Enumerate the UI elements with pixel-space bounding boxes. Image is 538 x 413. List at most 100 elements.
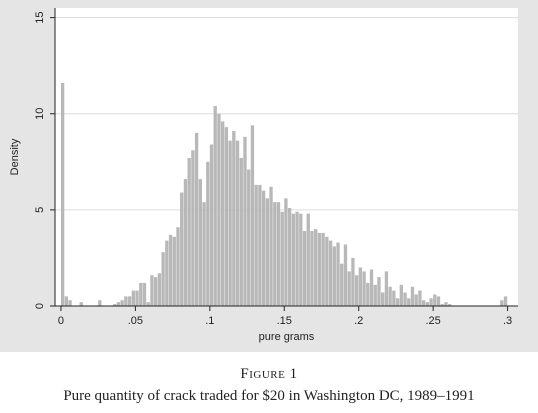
histogram-bar: [135, 290, 139, 306]
histogram-bar: [354, 275, 359, 306]
histogram-bar: [403, 292, 407, 306]
histogram-bar: [332, 246, 336, 306]
histogram-bar: [276, 202, 281, 306]
histogram-bar: [64, 296, 68, 306]
histogram-bar: [265, 198, 269, 306]
histogram-bar: [198, 179, 202, 306]
histogram-bar: [299, 213, 303, 306]
histogram-bar: [206, 161, 210, 306]
histogram-bar: [503, 296, 508, 306]
histogram-bar: [202, 202, 206, 306]
histogram-bar: [220, 121, 225, 307]
histogram-bar: [291, 213, 296, 306]
histogram-bar: [161, 252, 165, 306]
histogram-bar: [369, 269, 374, 306]
figure-label: Figure 1: [240, 366, 298, 382]
histogram-bar: [194, 132, 199, 306]
histogram-bar: [343, 244, 348, 306]
histogram-bar: [247, 169, 251, 306]
histogram-bar: [172, 236, 176, 306]
histogram-bar: [433, 294, 437, 306]
histogram-bar: [362, 271, 366, 306]
histogram-bar: [306, 213, 310, 306]
histogram-bar: [224, 127, 229, 306]
histogram-svg: 0 .05 .1 .15 .2 .25 .3 0 5 10 15 Density pure gram…: [0, 0, 538, 352]
histogram-bar: [131, 290, 135, 306]
histogram-bar: [146, 302, 150, 306]
histogram-bar: [269, 186, 273, 306]
histogram-bar: [373, 284, 377, 306]
histogram-bar: [165, 240, 169, 306]
histogram-bar: [440, 304, 444, 306]
histogram-bar: [150, 275, 154, 306]
histogram-bar: [217, 113, 221, 306]
histogram-bar: [239, 157, 243, 306]
histogram-bar: [60, 82, 65, 306]
histogram-bar: [180, 192, 184, 306]
histogram-bar: [414, 294, 418, 306]
histogram-bar: [317, 232, 322, 306]
histogram-bar: [325, 236, 329, 306]
histogram-bar: [258, 184, 262, 306]
histogram-bar: [500, 300, 504, 306]
histogram-bar: [139, 282, 143, 306]
figure-caption: Pure quantity of crack traded for $20 in…: [63, 388, 475, 404]
histogram-bar: [127, 296, 132, 306]
histogram-bar: [142, 282, 147, 306]
histogram-bar: [358, 267, 363, 306]
histogram-bar: [287, 207, 292, 306]
histogram-bar: [191, 150, 195, 306]
histogram-bar: [381, 292, 385, 306]
histogram-bar: [183, 179, 188, 306]
histogram-bar: [351, 257, 355, 306]
histogram-bar: [295, 211, 299, 306]
histogram-bar: [120, 300, 124, 306]
y-tick-label: 10: [34, 108, 46, 120]
histogram-bar: [395, 298, 400, 306]
histogram-bar: [328, 240, 333, 306]
y-tick-label: 0: [34, 303, 46, 309]
histogram-bar: [213, 106, 217, 307]
histogram-bar: [232, 131, 236, 306]
histogram-bar: [116, 302, 121, 306]
axes: 0 .05 .1 .15 .2 .25 .3 0 5 10 15: [34, 8, 518, 327]
histogram-bar: [388, 286, 392, 306]
histogram-bar: [154, 277, 158, 306]
histogram-bar: [392, 290, 396, 306]
histogram-bar: [273, 202, 277, 306]
x-tick-label: .05: [128, 315, 143, 327]
histogram-bar: [113, 304, 117, 306]
histogram-bar: [79, 302, 83, 306]
histogram-chart: 0 .05 .1 .15 .2 .25 .3 0 5 10 15 Density pure gram…: [0, 0, 538, 352]
x-tick-label: .2: [354, 315, 363, 327]
histogram-bar: [410, 286, 415, 306]
histogram-bar: [235, 140, 240, 306]
histogram-bar: [444, 302, 448, 306]
histogram-bar: [187, 157, 191, 306]
histogram-bar: [254, 184, 258, 306]
histogram-bar: [284, 198, 288, 306]
x-tick-label: .1: [205, 315, 214, 327]
x-tick-label: .25: [425, 315, 440, 327]
histogram-bar: [261, 190, 266, 306]
histogram-bar: [157, 273, 162, 306]
y-axis-label: Density: [9, 138, 21, 175]
y-tick-label: 5: [34, 207, 46, 213]
x-tick-label: 0: [58, 315, 64, 327]
histogram-bar: [310, 231, 314, 306]
histogram-bar: [384, 271, 389, 306]
histogram-bar: [124, 296, 128, 306]
histogram-bar: [421, 300, 426, 306]
histogram-bar: [314, 229, 318, 306]
histogram-bar: [340, 263, 344, 306]
histogram-bar: [280, 211, 284, 306]
histogram-bar: [98, 300, 102, 306]
histogram-bar: [321, 232, 325, 306]
histogram-bar: [168, 234, 173, 306]
x-tick-label: .15: [277, 315, 292, 327]
histogram-bar: [436, 296, 441, 306]
histogram-bar: [347, 271, 351, 306]
histogram-bar: [399, 284, 403, 306]
histogram-bar: [377, 277, 381, 306]
x-axis-label: pure grams: [259, 331, 315, 343]
